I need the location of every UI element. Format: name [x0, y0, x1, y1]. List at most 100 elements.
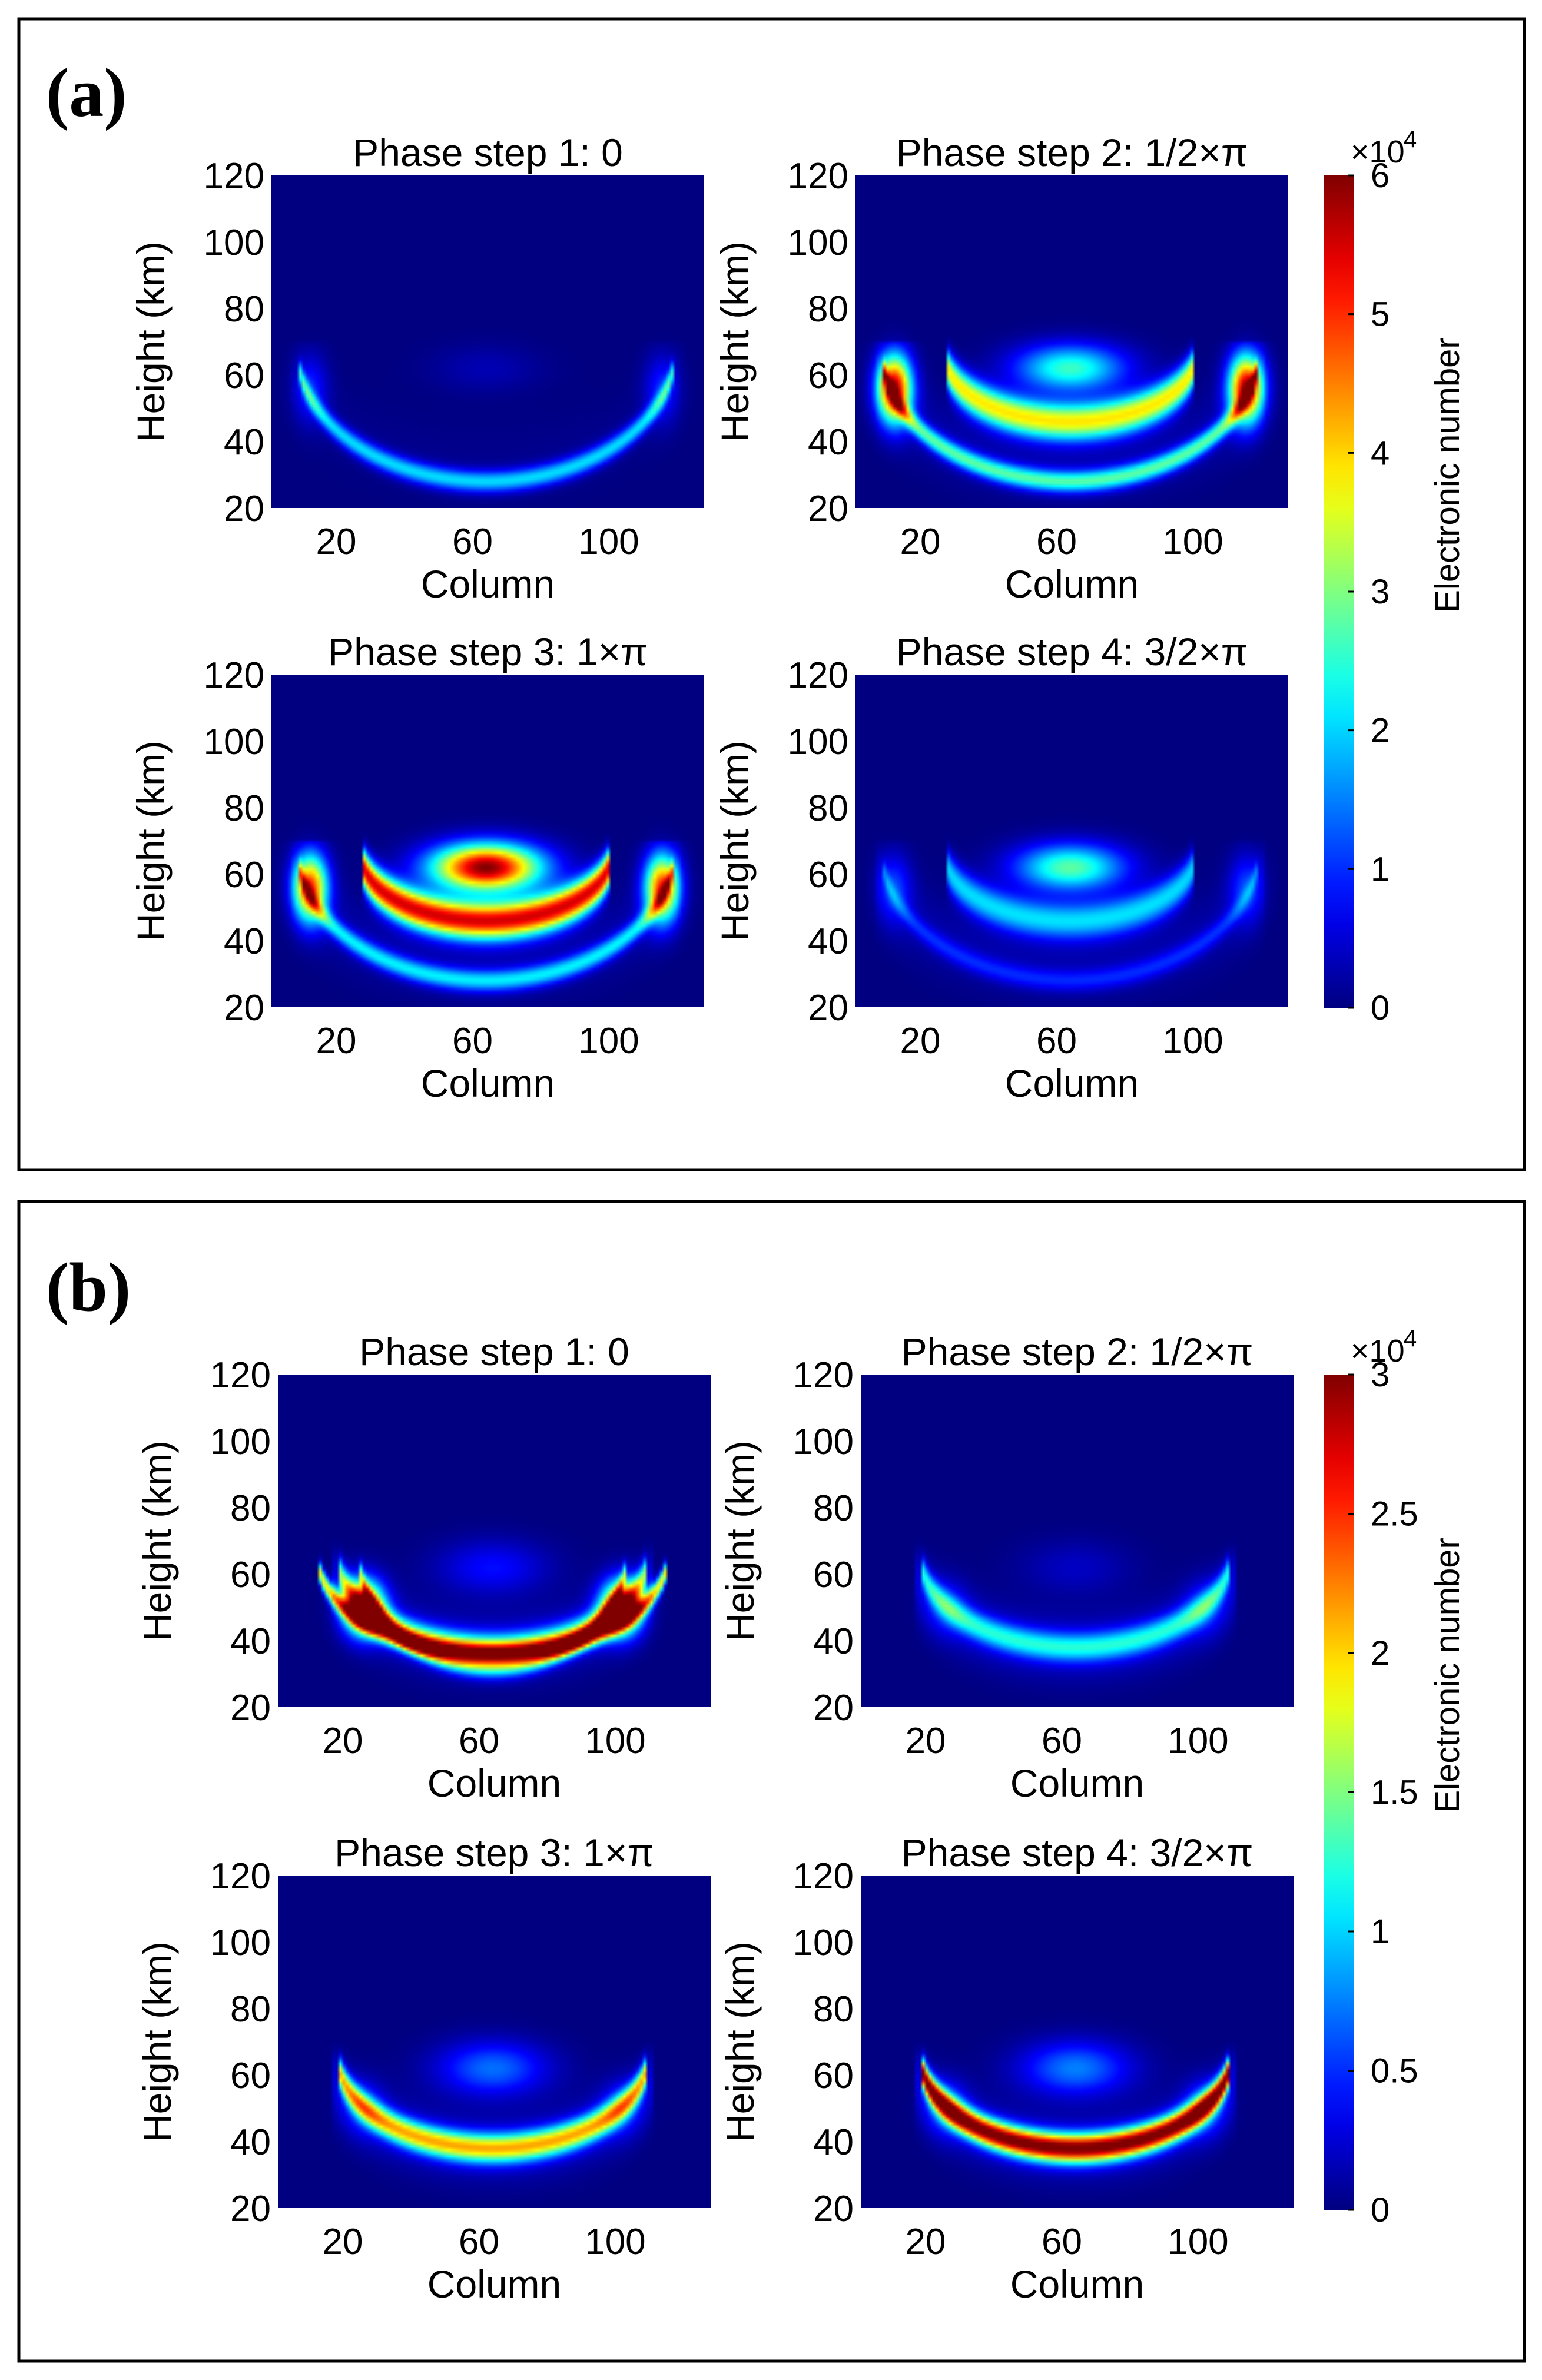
y-tick-label: 100	[204, 722, 264, 762]
colorbar-exponent: ×10	[1351, 134, 1405, 170]
colorbar-tick-label: 4	[1371, 434, 1390, 472]
x-axis-label: Column	[1010, 1761, 1144, 1805]
subplot-title: Phase step 4: 3/2×π	[896, 630, 1248, 673]
x-axis-label: Column	[427, 2262, 561, 2306]
panel-frame	[17, 1200, 1526, 2363]
y-tick-label: 120	[204, 655, 264, 696]
x-axis-label: Column	[1010, 2262, 1144, 2306]
heatmap-image	[278, 1375, 711, 1707]
x-tick-label: 20	[316, 1021, 356, 1061]
heatmap-image	[855, 675, 1288, 1007]
y-tick-label: 80	[813, 1989, 854, 2030]
panel-label: (b)	[46, 1249, 131, 1326]
y-tick-label: 60	[224, 356, 264, 396]
colorbar-label: Electronic number	[1428, 337, 1467, 612]
x-tick-label: 60	[1042, 1721, 1082, 1761]
colorbar-tick-label: 1	[1371, 1913, 1390, 1951]
subplot: Phase step 3: 1×π 20 60 100 Column 120 100 80 60…	[135, 1831, 711, 2306]
subplot: Phase step 2: 1/2×π 20 60 100 Column 120 100 80…	[718, 1330, 1294, 1805]
x-tick-label: 20	[900, 1021, 940, 1061]
y-tick-label: 100	[793, 1422, 854, 1462]
subplot-title: Phase step 1: 0	[359, 1330, 629, 1373]
y-tick-label: 40	[813, 2122, 854, 2163]
y-tick-label: 20	[808, 988, 848, 1028]
heatmap-image	[861, 1375, 1294, 1707]
panel-frame	[17, 17, 1526, 1171]
y-tick-label: 80	[808, 788, 848, 829]
colorbar-tick-label: 0	[1371, 989, 1390, 1027]
subplot: Phase step 1: 0 20 60 100 Column 120 100 80 60 40…	[129, 131, 704, 606]
subplot: Phase step 4: 3/2×π 20 60 100 Column 120 100 80…	[713, 630, 1288, 1105]
y-tick-label: 120	[788, 655, 848, 696]
y-tick-label: 20	[230, 1688, 271, 1728]
y-tick-label: 40	[230, 1621, 271, 1662]
subplot-title: Phase step 3: 1×π	[328, 630, 648, 673]
y-tick-label: 80	[224, 289, 264, 330]
heatmap-image	[278, 1876, 711, 2208]
subplot-title: Phase step 3: 1×π	[334, 1831, 654, 1874]
y-tick-label: 60	[230, 1555, 271, 1595]
y-axis-label: Height (km)	[713, 741, 757, 941]
x-tick-label: 20	[316, 522, 356, 562]
x-tick-label: 100	[1162, 522, 1223, 562]
y-tick-label: 20	[224, 489, 264, 529]
y-tick-label: 40	[808, 921, 848, 962]
x-tick-label: 20	[322, 2222, 363, 2262]
colorbar-tick-label: 2	[1371, 712, 1390, 750]
colorbar-exponent-power: 4	[1404, 1326, 1417, 1352]
y-tick-label: 120	[793, 1355, 854, 1396]
y-tick-label: 60	[813, 2056, 854, 2096]
y-axis-label: Height (km)	[129, 741, 173, 941]
subplot: Phase step 4: 3/2×π 20 60 100 Column 120 100 80…	[718, 1831, 1294, 2306]
x-tick-label: 20	[905, 2222, 946, 2262]
y-tick-label: 20	[230, 2189, 271, 2229]
x-tick-label: 100	[1168, 2222, 1228, 2262]
x-tick-label: 60	[1036, 522, 1077, 562]
heatmap-image	[861, 1876, 1294, 2208]
y-tick-label: 100	[793, 1923, 854, 1963]
y-tick-label: 120	[788, 156, 848, 197]
subplot-title: Phase step 4: 3/2×π	[901, 1831, 1254, 1874]
subplot-title: Phase step 2: 1/2×π	[896, 131, 1248, 174]
subplot: Phase step 1: 0 20 60 100 Column 120 100 80 60 40…	[135, 1330, 711, 1805]
x-axis-label: Column	[421, 562, 555, 606]
colorbar-tick-label: 3	[1371, 1356, 1390, 1394]
y-tick-label: 40	[224, 921, 264, 962]
x-tick-label: 20	[905, 1721, 946, 1761]
y-tick-label: 100	[788, 722, 848, 762]
y-axis-label: Height (km)	[713, 241, 757, 442]
y-tick-label: 60	[808, 356, 848, 396]
y-axis-label: Height (km)	[135, 1440, 179, 1641]
colorbar-tick-label: 2	[1371, 1634, 1390, 1672]
y-tick-label: 40	[808, 422, 848, 463]
heatmap-image	[271, 175, 704, 508]
x-tick-label: 20	[900, 522, 940, 562]
heatmap-image	[271, 675, 704, 1007]
colorbar-tick-label: 0.5	[1371, 2052, 1418, 2090]
colorbar-tick-label: 2.5	[1371, 1495, 1418, 1533]
colorbar-label: Electronic number	[1428, 1538, 1467, 1813]
subplot: Phase step 3: 1×π 20 60 100 Column 120 100 80 60…	[129, 630, 704, 1105]
y-tick-label: 120	[210, 1355, 271, 1396]
x-tick-label: 100	[1168, 1721, 1228, 1761]
x-tick-label: 100	[578, 1021, 639, 1061]
y-tick-label: 80	[230, 1989, 271, 2030]
y-tick-label: 100	[210, 1422, 271, 1462]
y-tick-label: 40	[224, 422, 264, 463]
x-axis-label: Column	[1005, 1061, 1139, 1105]
panel-label: (a)	[46, 54, 127, 131]
y-tick-label: 40	[813, 1621, 854, 1662]
colorbar-tick-label: 6	[1371, 157, 1390, 195]
x-axis-label: Column	[421, 1061, 555, 1105]
x-tick-label: 100	[1162, 1021, 1223, 1061]
x-tick-label: 60	[452, 522, 493, 562]
y-tick-label: 80	[808, 289, 848, 330]
y-tick-label: 120	[204, 156, 264, 197]
colorbar-tick-label: 0	[1371, 2191, 1390, 2229]
subplot: Phase step 2: 1/2×π 20 60 100 Column 120 100 80…	[713, 131, 1288, 606]
y-tick-label: 60	[224, 855, 264, 895]
x-tick-label: 60	[1036, 1021, 1077, 1061]
y-tick-label: 120	[210, 1856, 271, 1897]
